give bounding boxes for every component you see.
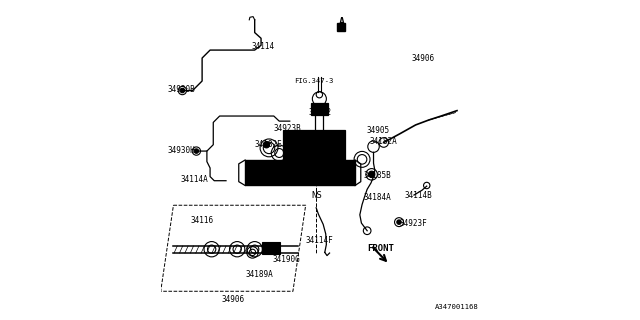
Text: 34182A: 34182A <box>369 137 397 146</box>
Bar <box>311 103 328 116</box>
Bar <box>262 242 280 254</box>
Text: 34114: 34114 <box>252 42 275 52</box>
Bar <box>245 160 355 186</box>
Text: 34182E: 34182E <box>254 140 282 148</box>
Text: 34189A: 34189A <box>245 270 273 279</box>
Text: 34114B: 34114B <box>404 191 432 200</box>
Circle shape <box>369 171 375 178</box>
Text: 34923H: 34923H <box>285 152 313 161</box>
Text: FIG.347-3: FIG.347-3 <box>294 78 333 84</box>
Text: A347001168: A347001168 <box>435 304 479 310</box>
Circle shape <box>194 149 198 153</box>
Text: A: A <box>339 17 344 28</box>
Text: 34905: 34905 <box>366 126 389 135</box>
Circle shape <box>263 141 269 148</box>
Text: 34184A: 34184A <box>363 193 391 202</box>
Text: FRONT: FRONT <box>367 244 394 253</box>
Circle shape <box>269 170 276 177</box>
Text: 34182E: 34182E <box>254 168 282 177</box>
Text: 34190G: 34190G <box>273 255 301 264</box>
Circle shape <box>180 88 184 93</box>
Text: 34923F: 34923F <box>399 219 427 228</box>
Text: NS: NS <box>311 190 322 200</box>
Text: 34114F: 34114F <box>306 236 333 245</box>
Text: 34930B: 34930B <box>168 85 195 94</box>
Text: 34116: 34116 <box>191 216 214 225</box>
Text: 34930H: 34930H <box>168 146 195 155</box>
Bar <box>284 130 346 160</box>
Text: 34112: 34112 <box>309 108 332 117</box>
Text: 34185B: 34185B <box>364 171 392 180</box>
Text: 34906: 34906 <box>412 53 435 62</box>
Text: 34923B: 34923B <box>274 124 301 132</box>
Circle shape <box>397 220 401 224</box>
Text: 34114A: 34114A <box>180 175 208 184</box>
Text: 34906: 34906 <box>221 295 244 304</box>
Bar <box>337 23 346 31</box>
